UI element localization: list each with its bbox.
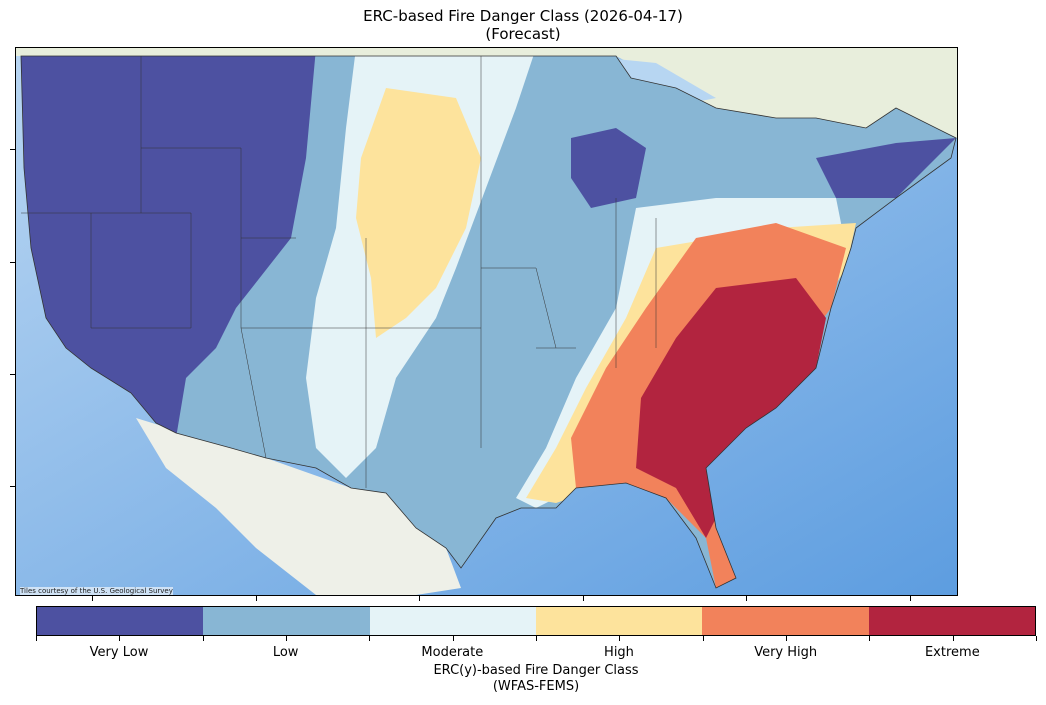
colorbar-label: High [604, 645, 634, 660]
class-very-low-new-england [816, 138, 956, 198]
x-tick [910, 596, 911, 601]
colorbar-tick [36, 636, 37, 641]
colorbar-tick [1035, 636, 1037, 641]
y-tick [10, 374, 15, 375]
colorbar-tick [952, 636, 954, 641]
colorbar-label: Extreme [924, 645, 980, 660]
colorbar-swatch-high [535, 607, 703, 635]
x-tick [256, 596, 257, 601]
mexico-land [136, 418, 461, 595]
y-tick [10, 149, 15, 150]
y-tick [10, 262, 15, 263]
colorbar-label: Very High [754, 645, 818, 660]
map-attribution: Tiles courtesy of the U.S. Geological Su… [20, 587, 173, 595]
x-tick [583, 596, 584, 601]
class-high-area [356, 88, 481, 338]
map-canvas [16, 48, 957, 595]
colorbar-tick [119, 636, 121, 641]
colorbar-title-line-1: ERC(y)-based Fire Danger Class [433, 663, 639, 678]
state-borders [21, 56, 657, 488]
title-line-1: ERC-based Fire Danger Class (2026-04-17) [363, 7, 683, 25]
x-tick [92, 596, 93, 601]
class-very-low-wisconsin [571, 128, 646, 208]
colorbar-swatch-extreme [868, 607, 1035, 635]
title-line-2: (Forecast) [485, 25, 561, 43]
colorbar-title: ERC(y)-based Fire Danger Class (WFAS-FEM… [36, 663, 1036, 695]
colorbar-label: Low [272, 645, 299, 660]
colorbar-tick [785, 636, 787, 641]
colorbar [36, 606, 1036, 636]
colorbar-tick [452, 636, 454, 641]
colorbar-label: Moderate [421, 645, 484, 660]
colorbar-title-line-2: (WFAS-FEMS) [492, 679, 580, 694]
colorbar-label: Very Low [89, 645, 149, 660]
colorbar-tick [202, 636, 204, 641]
colorbar-swatch-very-low [37, 607, 204, 635]
colorbar-tick [535, 636, 537, 641]
colorbar-swatch-moderate [369, 607, 536, 635]
fire-danger-map: Tiles courtesy of the U.S. Geological Su… [15, 47, 958, 596]
chart-title: ERC-based Fire Danger Class (2026-04-17)… [0, 7, 1046, 43]
colorbar-tick [369, 636, 371, 641]
x-tick [746, 596, 747, 601]
colorbar-swatch-very-high [702, 607, 869, 635]
class-extreme-area [636, 278, 826, 538]
colorbar-tick [285, 636, 287, 641]
canada-land [16, 48, 957, 138]
colorbar-tick [619, 636, 621, 641]
y-tick [10, 486, 15, 487]
x-tick [419, 596, 420, 601]
colorbar-swatch-low [203, 607, 370, 635]
colorbar-tick [869, 636, 871, 641]
colorbar-tick [702, 636, 704, 641]
